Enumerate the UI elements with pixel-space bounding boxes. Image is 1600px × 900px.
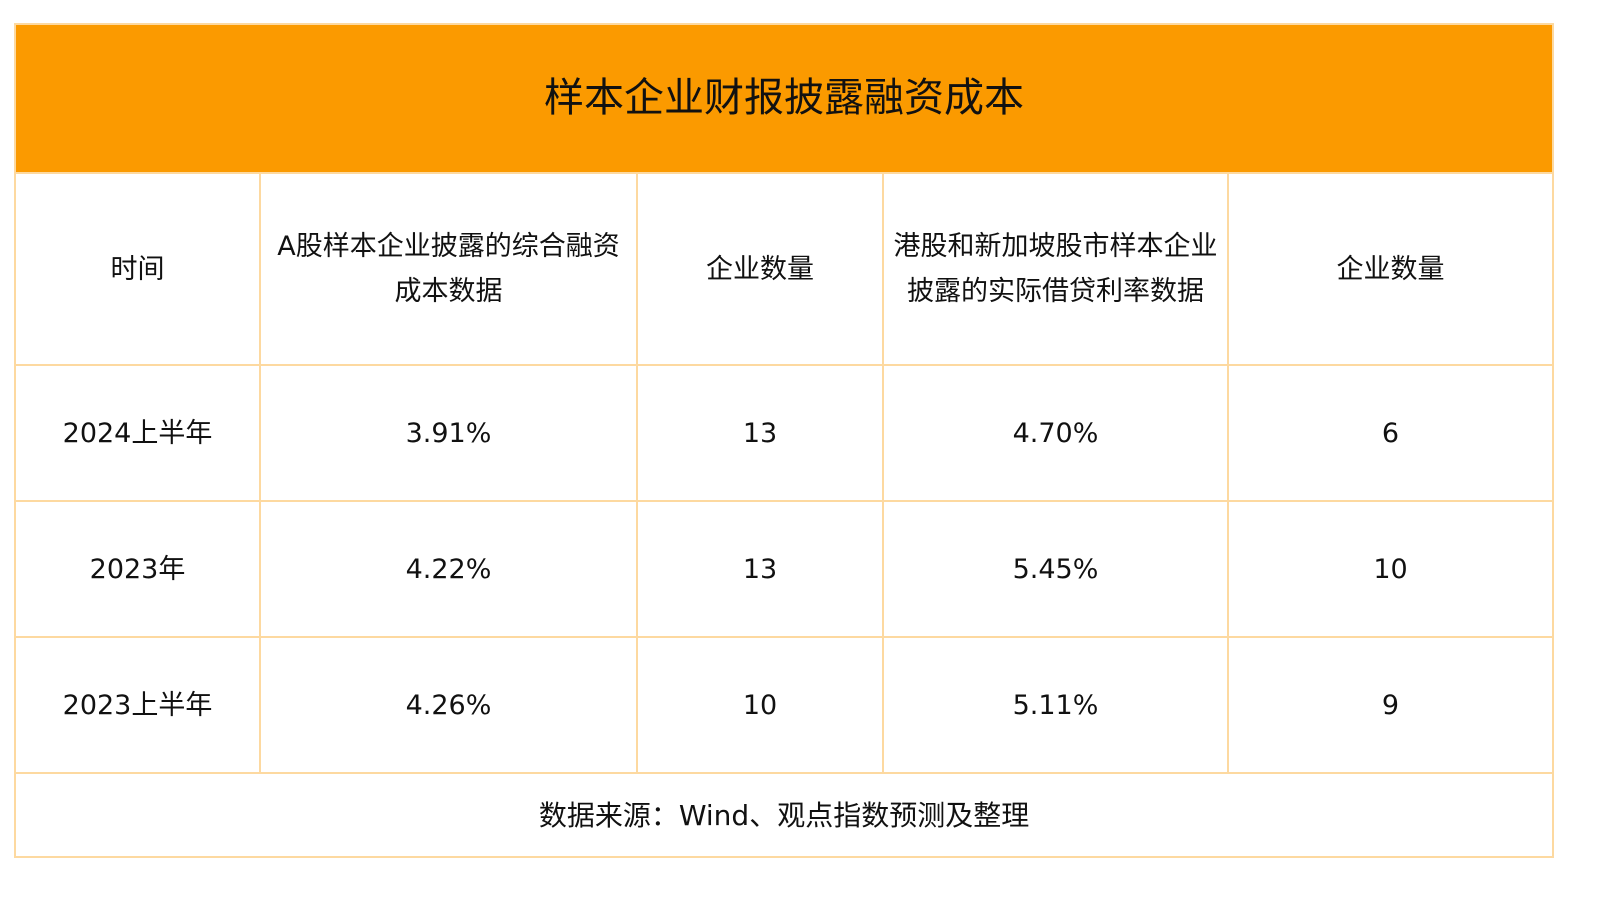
table-title: 样本企业财报披露融资成本 bbox=[13, 23, 1555, 174]
header-row: 时间 A股样本企业披露的综合融资成本数据 企业数量 港股和新加坡股市样本企业披露… bbox=[14, 172, 1555, 366]
header-cell: 港股和新加坡股市样本企业披露的实际借贷利率数据 bbox=[882, 172, 1229, 366]
source-note: 数据来源：Wind、观点指数预测及整理 bbox=[13, 772, 1555, 858]
table-row: 2023上半年 4.26% 10 5.11% 9 bbox=[14, 636, 1555, 774]
table-cell: 4.22% bbox=[259, 500, 638, 638]
financing-cost-table: 样本企业财报披露融资成本 时间 A股样本企业披露的综合融资成本数据 企业数量 港… bbox=[13, 23, 1555, 858]
header-cell: 企业数量 bbox=[636, 172, 884, 366]
table-cell: 10 bbox=[636, 636, 884, 774]
table-cell: 5.11% bbox=[882, 636, 1229, 774]
table-cell: 2023年 bbox=[14, 500, 261, 638]
header-cell: 时间 bbox=[14, 172, 261, 366]
table-row: 2024上半年 3.91% 13 4.70% 6 bbox=[14, 364, 1555, 502]
table-cell: 13 bbox=[636, 500, 884, 638]
table-cell: 5.45% bbox=[882, 500, 1229, 638]
table-cell: 13 bbox=[636, 364, 884, 502]
table-cell: 4.26% bbox=[259, 636, 638, 774]
table-cell: 9 bbox=[1226, 636, 1555, 774]
table-cell: 10 bbox=[1226, 500, 1555, 638]
header-cell: 企业数量 bbox=[1226, 172, 1555, 366]
table-cell: 2024上半年 bbox=[14, 364, 261, 502]
table-row: 2023年 4.22% 13 5.45% 10 bbox=[14, 500, 1555, 638]
table-cell: 2023上半年 bbox=[14, 636, 261, 774]
header-cell: A股样本企业披露的综合融资成本数据 bbox=[259, 172, 638, 366]
table-cell: 6 bbox=[1226, 364, 1555, 502]
table-cell: 4.70% bbox=[882, 364, 1229, 502]
table-cell: 3.91% bbox=[259, 364, 638, 502]
